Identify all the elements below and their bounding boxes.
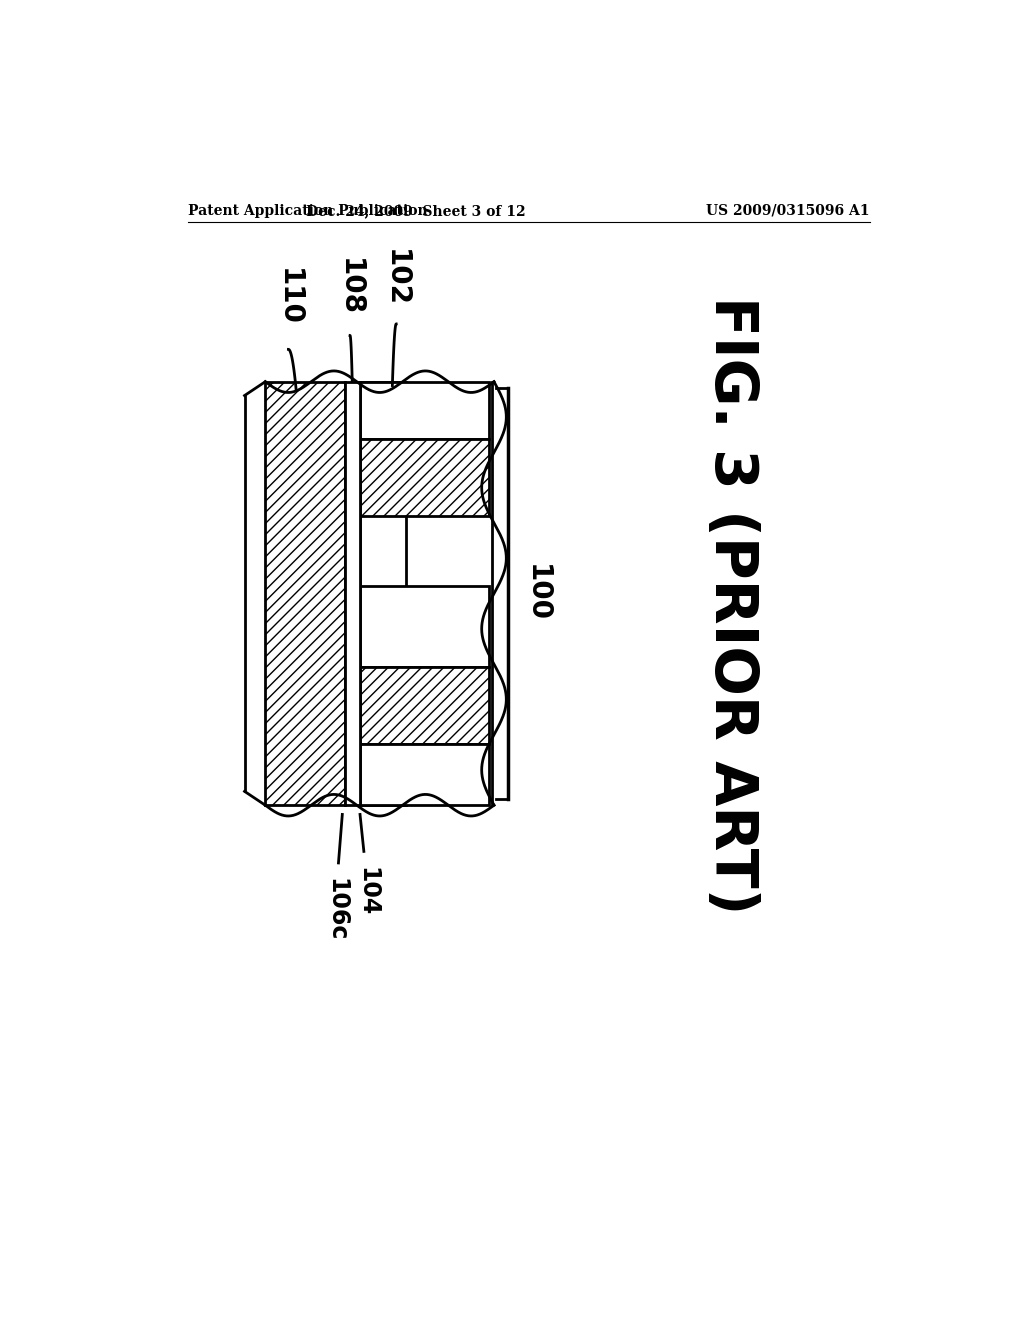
Text: FIG. 3 (PRIOR ART): FIG. 3 (PRIOR ART) xyxy=(702,296,760,915)
Text: 100: 100 xyxy=(523,565,551,623)
Text: 104: 104 xyxy=(355,867,380,916)
Text: 110: 110 xyxy=(274,268,302,326)
Bar xyxy=(360,743,488,805)
Text: Patent Application Publication: Patent Application Publication xyxy=(188,203,428,218)
Text: Dec. 24, 2009  Sheet 3 of 12: Dec. 24, 2009 Sheet 3 of 12 xyxy=(305,203,525,218)
Bar xyxy=(265,381,345,805)
Bar xyxy=(360,381,407,805)
Bar xyxy=(360,381,488,440)
Bar xyxy=(360,440,488,516)
Text: 102: 102 xyxy=(382,249,411,308)
Bar xyxy=(360,667,488,743)
Text: US 2009/0315096 A1: US 2009/0315096 A1 xyxy=(707,203,869,218)
Bar xyxy=(360,586,488,667)
Text: 106c: 106c xyxy=(325,878,348,941)
Bar xyxy=(345,381,360,805)
Text: 108: 108 xyxy=(336,259,364,317)
